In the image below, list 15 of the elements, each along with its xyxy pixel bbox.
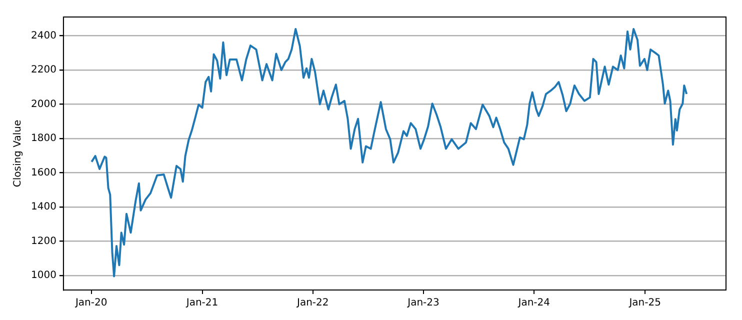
x-tick-label: Jan-23 (406, 298, 440, 309)
y-tick-label: 2000 (30, 98, 56, 110)
y-tick-label: 1000 (30, 270, 56, 282)
y-tick-label: 1400 (30, 202, 56, 213)
y-axis-title: Closing Value (12, 120, 24, 188)
y-tick-label: 2400 (30, 30, 56, 42)
x-tick-label: Jan-24 (517, 298, 550, 309)
y-tick-label: 2200 (30, 64, 56, 76)
x-tick-label: Jan-21 (185, 298, 218, 309)
y-tick-label: 1200 (30, 236, 56, 247)
y-tick-label: 1800 (30, 133, 56, 144)
x-tick-label: Jan-20 (74, 298, 108, 309)
x-tick-label: Jan-25 (628, 298, 661, 309)
x-tick-label: Jan-22 (296, 298, 329, 309)
y-tick-label: 1600 (30, 167, 56, 178)
